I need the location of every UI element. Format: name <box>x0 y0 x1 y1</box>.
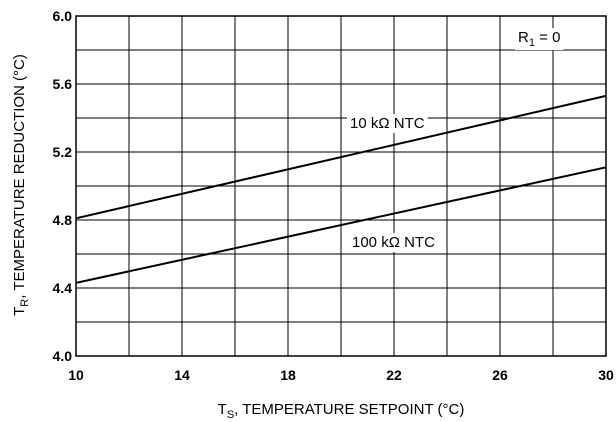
annotation-main: R <box>518 29 529 46</box>
x-axis-label: TS, TEMPERATURE SETPOINT (°C) <box>218 401 465 421</box>
plot-frame <box>75 15 607 357</box>
x-tick-label: 14 <box>174 367 190 383</box>
x-axis-label-sub: S <box>227 409 234 421</box>
x-tick-label: 22 <box>386 367 402 383</box>
series-line-0 <box>75 94 607 220</box>
annotation-sub: 1 <box>529 37 535 49</box>
annotation-r1: R1 = 0 <box>518 29 560 49</box>
x-tick-label: 18 <box>280 367 296 383</box>
series-group <box>75 94 607 284</box>
annotation-bg <box>515 28 564 50</box>
y-axis-label-rest: , TEMPERATURE REDUCTION (°C) <box>11 54 28 299</box>
y-axis-label: TR, TEMPERATURE REDUCTION (°C) <box>11 54 31 316</box>
y-tick-label: 4.8 <box>53 212 73 228</box>
grid <box>76 16 606 356</box>
y-tick-label: 5.6 <box>53 76 73 92</box>
y-tick-label: 5.2 <box>53 144 73 160</box>
x-tick-label: 30 <box>598 367 614 383</box>
y-axis-label-sub: R <box>19 299 31 307</box>
annotation-rest: = 0 <box>535 29 560 46</box>
series-label-10k: 10 kΩ NTC <box>350 115 425 132</box>
x-tick-label: 26 <box>492 367 508 383</box>
x-tick-label: 10 <box>68 367 84 383</box>
series-label-100k: 100 kΩ NTC <box>352 234 435 251</box>
y-tick-label: 6.0 <box>53 8 73 24</box>
x-axis-label-rest: , TEMPERATURE SETPOINT (°C) <box>234 401 464 418</box>
x-axis-label-main: T <box>218 401 227 418</box>
y-tick-label: 4.4 <box>53 280 73 296</box>
series-line-1 <box>75 166 607 284</box>
y-axis-label-main: T <box>11 307 28 316</box>
tick-labels: 10 14 18 22 26 30 4.0 4.4 4.8 5.2 5.6 6.0 <box>53 8 614 383</box>
series-label-bg-100k <box>349 233 439 252</box>
y-tick-label: 4.0 <box>53 348 73 364</box>
series-label-bg-10k <box>347 114 428 133</box>
